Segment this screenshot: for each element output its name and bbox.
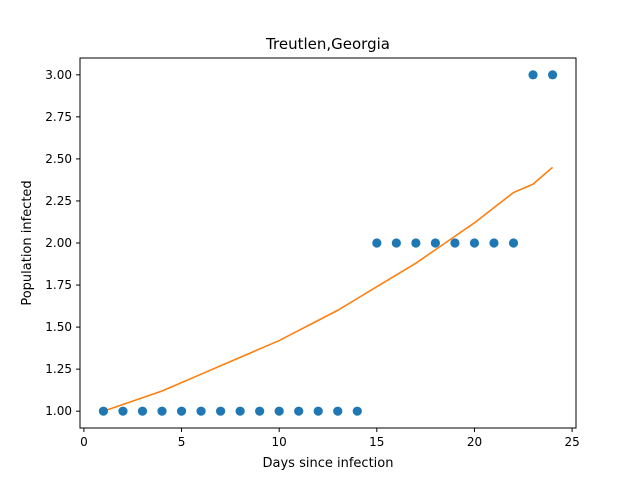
x-tick-label: 15	[369, 435, 384, 449]
x-tick-label: 5	[178, 435, 186, 449]
y-axis-label: Population infected	[20, 180, 35, 305]
y-tick-label: 3.00	[45, 68, 72, 82]
x-axis-label: Days since infection	[263, 456, 394, 471]
data-point	[274, 406, 284, 416]
y-tick-label: 2.50	[45, 152, 72, 166]
data-point	[118, 406, 128, 416]
data-point	[98, 406, 109, 416]
chart-title: Treutlen,Georgia	[265, 35, 390, 53]
y-tick-label: 1.75	[45, 278, 72, 292]
y-tick-label: 1.50	[45, 320, 72, 334]
y-tick-label: 1.25	[45, 362, 72, 376]
data-point	[352, 406, 362, 416]
data-point	[469, 238, 480, 248]
data-point	[372, 238, 382, 248]
x-tick-label: 20	[467, 435, 482, 449]
data-point	[196, 406, 206, 416]
y-tick-label: 1.00	[45, 404, 72, 418]
data-point	[508, 238, 519, 248]
data-point	[528, 70, 538, 80]
fitted-curve	[103, 166, 554, 412]
data-point	[430, 238, 440, 248]
x-tick-label: 0	[80, 435, 88, 449]
data-point	[294, 406, 304, 416]
data-point	[489, 238, 499, 248]
data-point	[235, 406, 245, 416]
data-point	[157, 406, 167, 416]
data-point	[411, 238, 421, 248]
data-point	[137, 406, 148, 416]
x-tick-label: 10	[272, 435, 287, 449]
y-axis: 1.00 1.25 1.50 1.75 2.00 2.25 2.50 2.75 3.00	[45, 68, 80, 418]
data-point	[216, 406, 226, 416]
x-tick-label: 25	[564, 435, 579, 449]
y-tick-label: 2.25	[45, 194, 72, 208]
data-point	[450, 238, 460, 248]
x-axis: 0 5 10 15 20 25	[80, 428, 580, 449]
data-point	[333, 406, 343, 416]
y-tick-label: 2.00	[45, 236, 72, 250]
plot-area	[98, 70, 558, 416]
data-point	[255, 406, 265, 416]
y-tick-label: 2.75	[45, 110, 72, 124]
data-point	[391, 238, 401, 248]
data-point	[176, 406, 187, 416]
data-point	[313, 406, 323, 416]
data-point	[547, 70, 558, 80]
